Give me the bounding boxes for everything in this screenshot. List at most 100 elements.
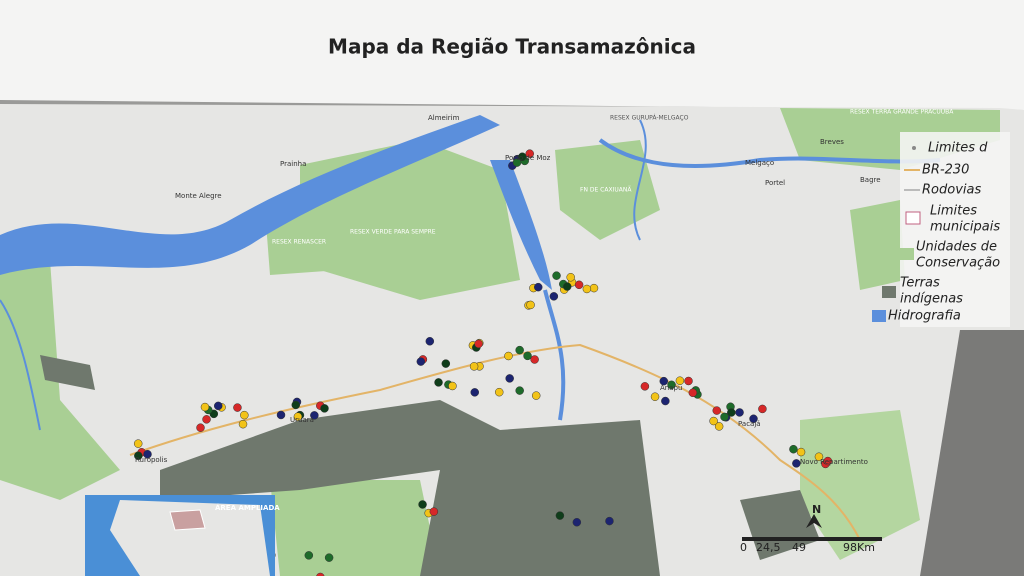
map-marker [533,282,543,292]
map-marker [582,284,592,294]
map-marker [735,408,744,417]
inset-label: ÁREA AMPLIADA [215,503,280,512]
map-marker [515,386,524,395]
place-label: Novo Repartimento [800,458,868,466]
place-label: Uruará [290,416,314,424]
inset-area [169,509,206,531]
map-marker [814,452,824,462]
map-marker [470,388,480,397]
north-arrow [806,514,822,528]
map-marker [525,149,534,158]
map-marker [526,300,535,310]
place-label: Melgaço [745,159,774,167]
map-marker [530,355,539,364]
map-marker [291,400,301,410]
conservation-area [800,410,920,560]
place-label: Rurópolis [135,456,168,464]
place-label: Portel [765,179,785,187]
legend-item: Limites d [928,141,988,156]
markers [133,149,833,576]
map-marker [469,362,479,371]
map-marker [293,412,303,421]
map-marker [434,378,443,387]
map-marker [709,416,718,426]
river [0,115,500,275]
legend-symbol [900,248,914,260]
place-label: Prainha [280,160,306,168]
legend-box [900,132,1010,327]
scale-label: 0 [740,541,747,554]
area-label: RESEX TERRA GRANDE PRACUUBA [850,109,954,116]
map-marker [418,500,427,509]
map-marker [425,337,435,346]
place-label: Bagre [860,176,881,184]
map-marker [789,444,798,454]
legend-item: indígenas [900,292,963,307]
map-marker [448,381,457,391]
legend-symbol [912,146,916,150]
map-marker [566,273,575,282]
highway [129,343,861,541]
map-marker [429,507,439,516]
map-marker [310,411,319,420]
conservation-area [0,250,120,500]
map-marker [574,280,584,290]
legend-item: Limites [930,204,977,219]
floor [920,330,1024,576]
map-marker [213,401,223,411]
legend-item: Hidrografia [888,309,961,324]
map-marker [605,516,614,526]
map-marker [474,339,483,349]
map-marker [572,518,582,527]
map-marker [720,412,729,422]
scale-label: 98Km [843,541,875,554]
river [490,160,552,290]
map-marker [441,359,451,368]
map-marker [494,387,504,397]
title: Mapa da Região Transamazônica [328,35,696,59]
conservation-area [850,200,905,290]
legend-item: Unidades de [916,240,997,255]
legend-symbol [872,310,886,322]
map-marker [823,456,833,466]
map-marker [416,357,426,366]
map-marker [320,404,329,413]
map-marker [675,376,685,385]
map-marker [515,345,524,355]
legend-item: Rodovias [922,183,981,198]
place-label: Pacajá [738,420,761,428]
map-marker [200,402,210,412]
map-marker [712,406,722,415]
map-marker [727,408,736,417]
legend-item: BR-230 [922,163,969,178]
legend-symbol [905,211,921,225]
map-marker [316,572,325,576]
map-marker [758,404,767,414]
map-marker [324,553,334,562]
conservation-area [270,480,440,576]
area-label: RESEX GURUPÁ-MELGAÇO [610,115,689,122]
map-marker [659,376,669,386]
map-marker [505,374,514,383]
map-marker [304,551,314,560]
map-marker [562,282,572,291]
map-marker [202,415,211,424]
north-label: N [812,503,821,516]
map-marker [552,271,561,280]
place-label: Anapu [660,384,682,392]
map-marker [523,351,532,361]
place-label: Almeirim [428,114,460,122]
legend-item: municipais [930,220,1000,235]
map-marker [238,419,248,429]
map-marker [792,459,801,468]
river [0,119,647,431]
map-marker [233,403,242,412]
legend-symbol [882,286,896,298]
map-marker [504,351,513,361]
scale-bar [742,537,882,541]
map-marker [276,410,286,420]
area-label: RESEX VERDE PARA SEMPRE [350,229,436,236]
scale-label: 49 [792,541,806,554]
map-marker [555,511,565,520]
